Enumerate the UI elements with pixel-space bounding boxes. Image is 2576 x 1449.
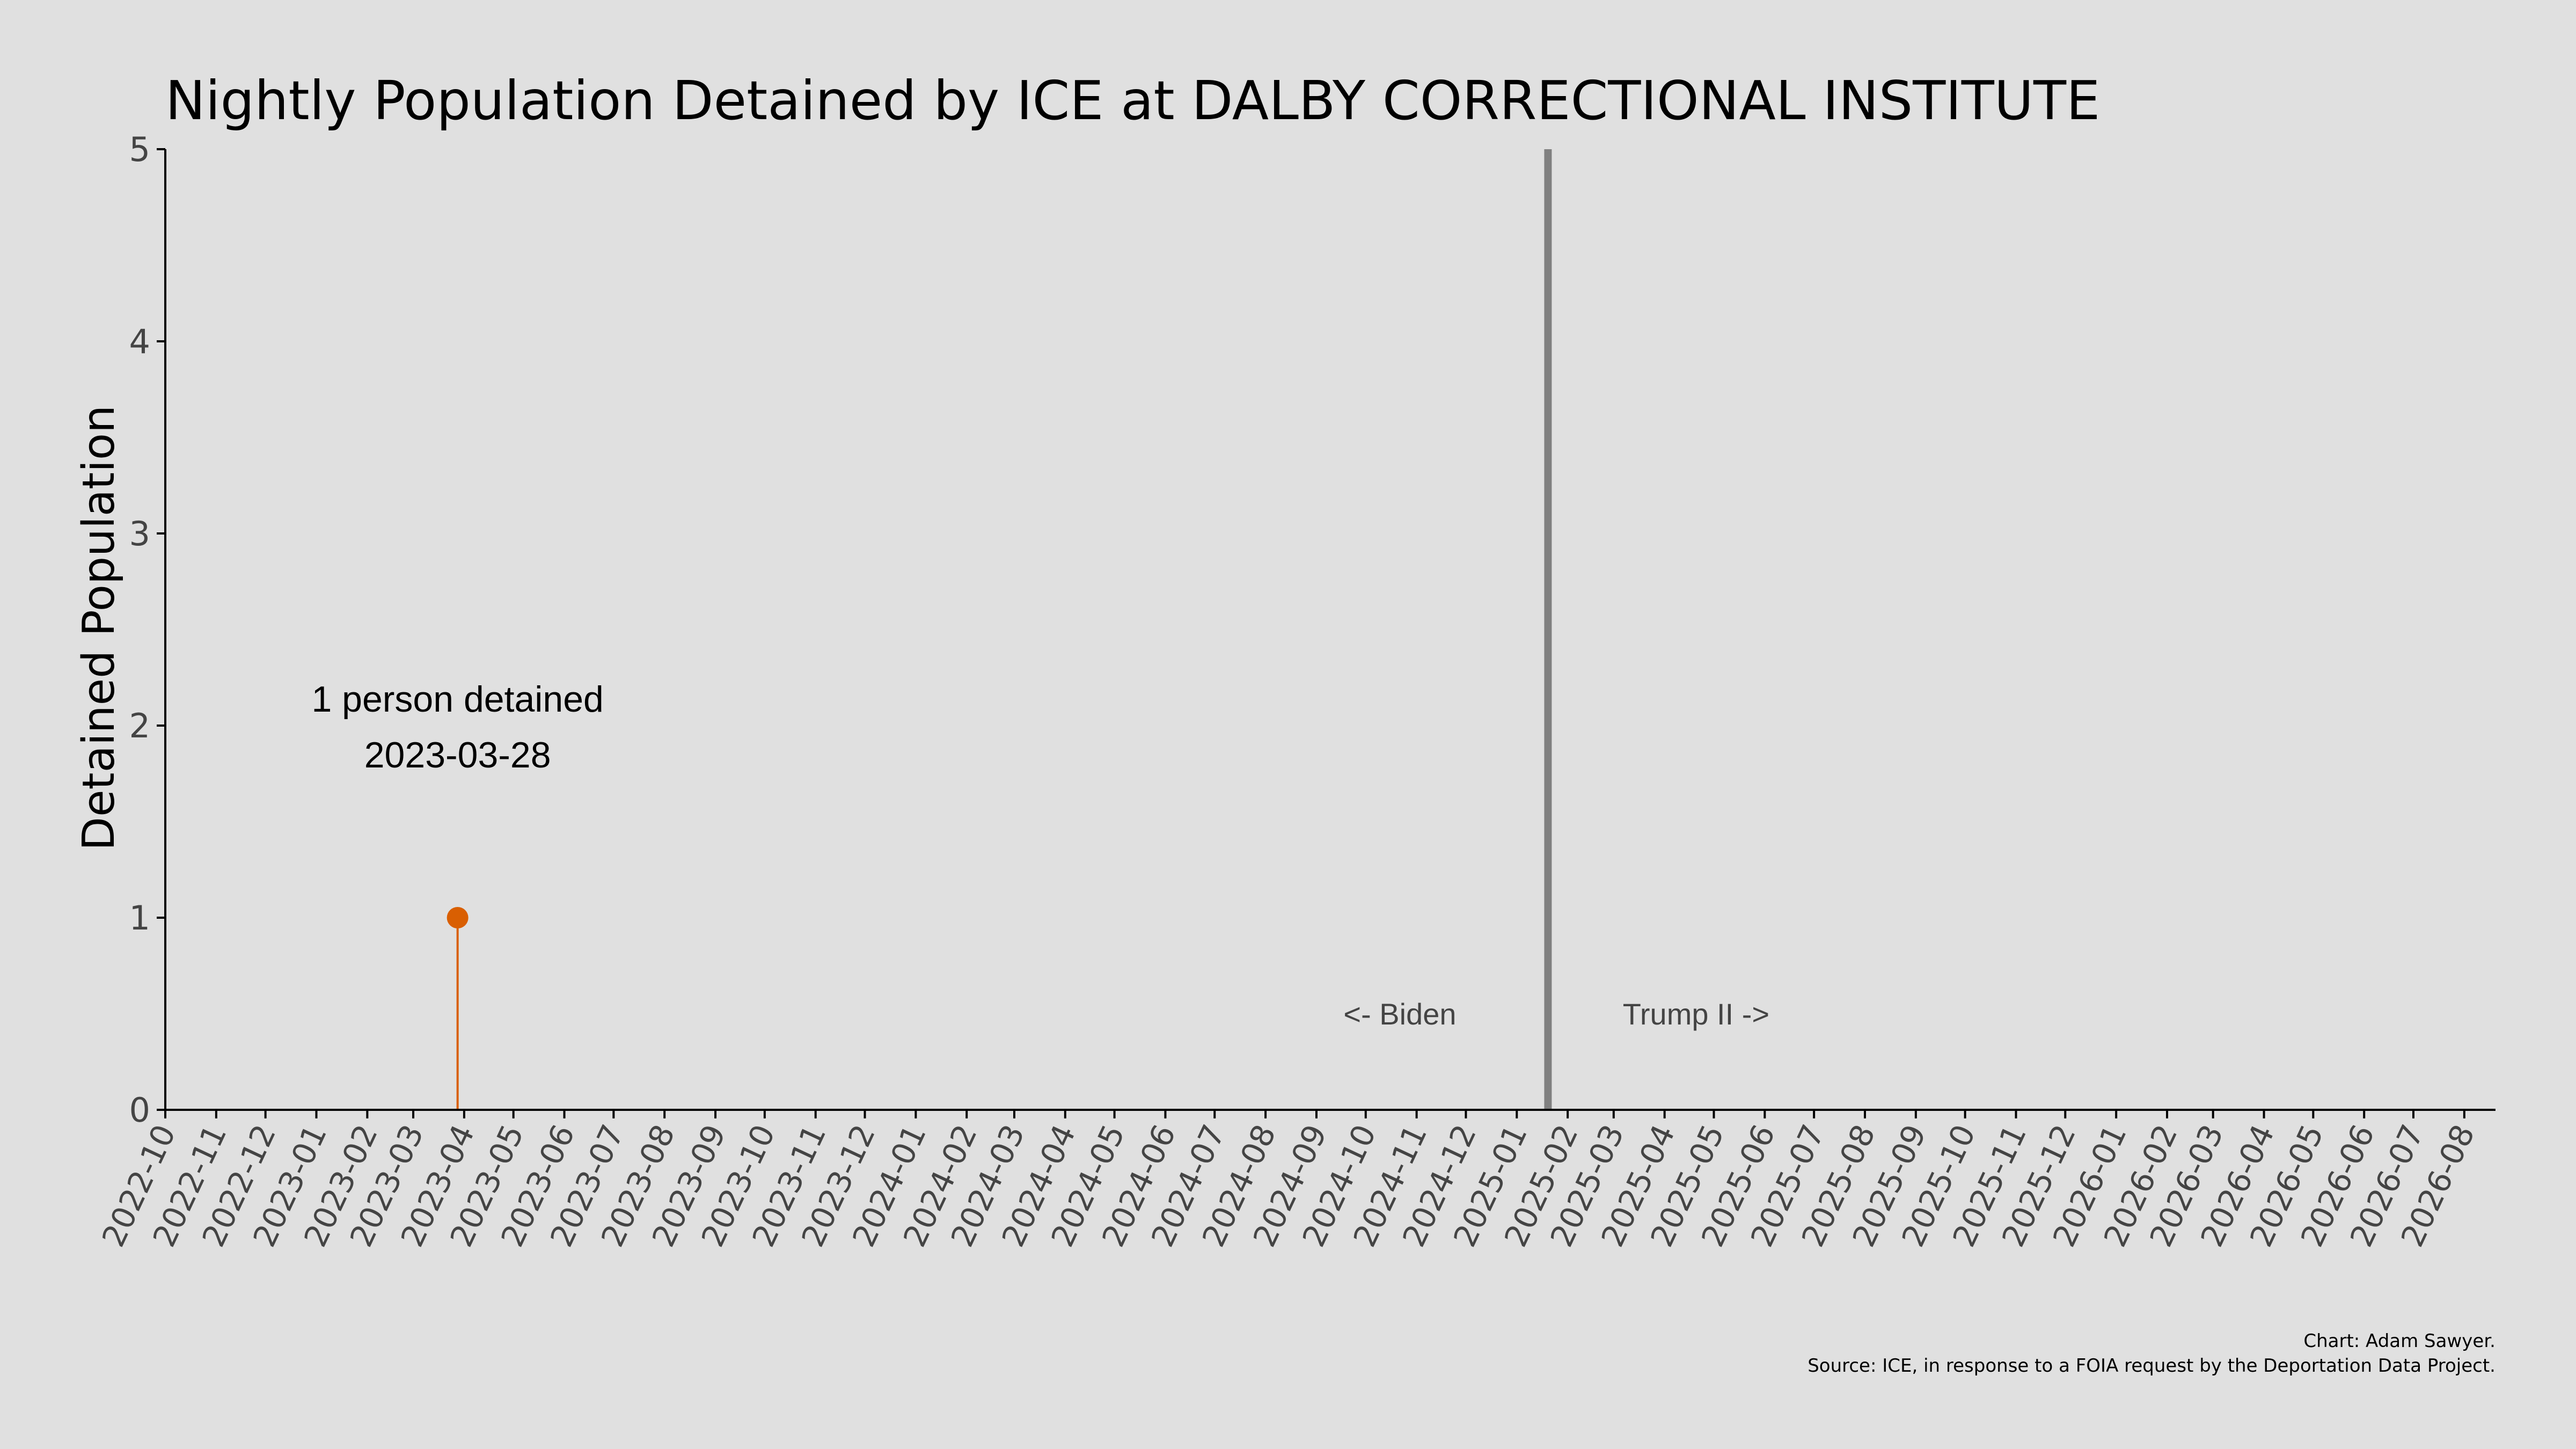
peak-annotation-count: 1 person detained	[311, 679, 603, 720]
trump-era-label: Trump II ->	[1623, 997, 1769, 1031]
y-tick-label: 1	[129, 898, 150, 938]
y-tick-label: 2	[129, 706, 150, 745]
x-axis-ticks: 2022-102022-112022-122023-012023-022023-…	[95, 1110, 2482, 1253]
chart-credit: Chart: Adam Sawyer.	[2303, 1330, 2496, 1352]
biden-era-label: <- Biden	[1343, 997, 1456, 1031]
y-tick-label: 3	[129, 514, 150, 553]
y-axis-label: Detained Population	[74, 405, 125, 851]
peak-annotation-date: 2023-03-28	[364, 735, 551, 775]
data-source-credit: Source: ICE, in response to a FOIA reque…	[1807, 1355, 2496, 1377]
y-tick-label: 4	[129, 322, 150, 361]
chart-title: Nightly Population Detained by ICE at DA…	[165, 69, 2100, 132]
data-point	[447, 907, 469, 928]
series-layer	[447, 907, 469, 1110]
y-tick-label: 5	[129, 130, 150, 169]
y-tick-label: 0	[129, 1091, 150, 1130]
y-axis-ticks: 0 1 2 3 4 5	[129, 130, 165, 1130]
